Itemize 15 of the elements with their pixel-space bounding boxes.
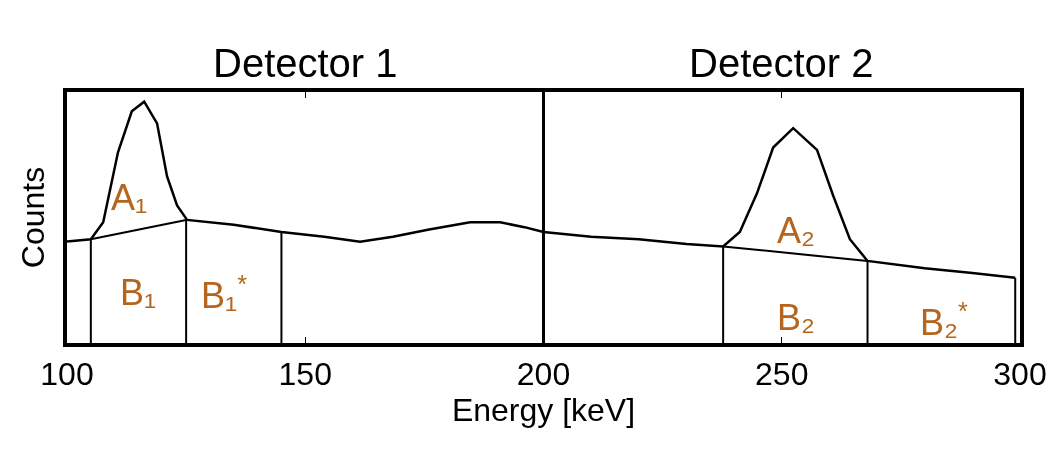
annotation: B₁$^{*}$	[201, 270, 248, 317]
annotation: B₂	[777, 297, 815, 338]
annotation: B₁	[120, 272, 157, 313]
x-tick-label: 200	[516, 356, 571, 393]
annotation: B₂$^{*}$	[920, 297, 968, 344]
text: Detector 1	[213, 41, 398, 85]
x-axis-title: Energy [keV]	[451, 392, 636, 429]
text: Detector 2	[689, 41, 874, 85]
x-tick-label: 150	[278, 356, 332, 393]
annotation: A₁	[111, 177, 148, 218]
x-tick-label: 100	[40, 356, 94, 393]
y-axis-title: Counts	[14, 166, 51, 269]
x-tick-label: 250	[755, 356, 809, 393]
x-tick-label: 300	[993, 356, 1047, 393]
annotation: A₂	[777, 210, 815, 251]
